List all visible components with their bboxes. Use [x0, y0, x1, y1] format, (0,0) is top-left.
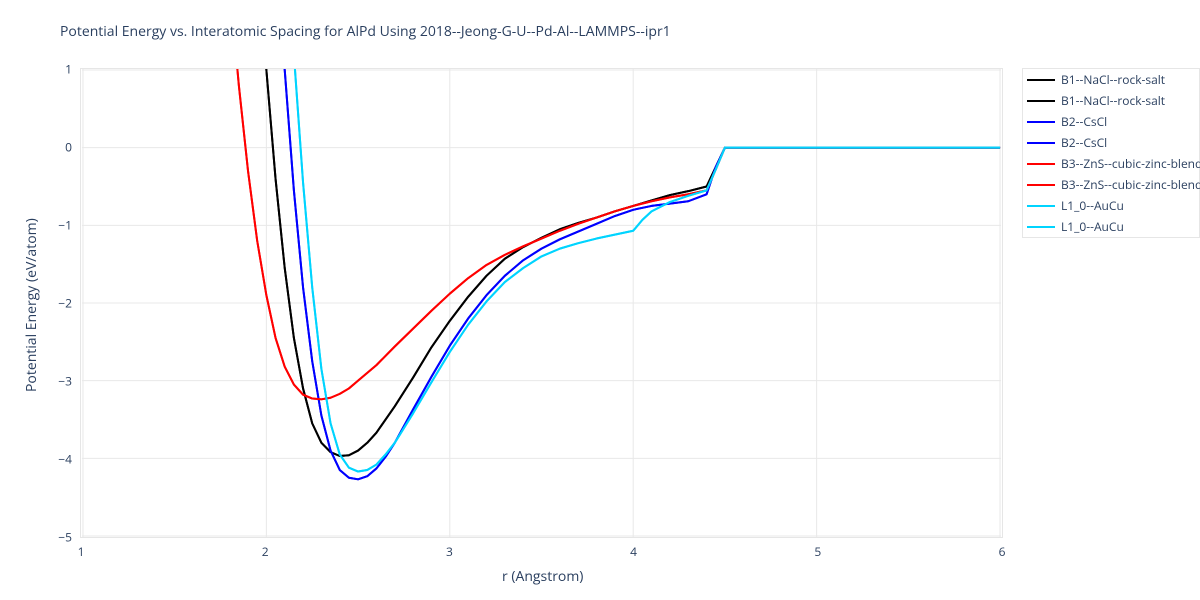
- x-tick: 3: [446, 543, 453, 560]
- legend-item[interactable]: B3--ZnS--cubic-zinc-blende: [1023, 174, 1199, 195]
- legend-item[interactable]: L1_0--AuCu: [1023, 216, 1199, 237]
- legend-swatch: [1027, 100, 1055, 102]
- legend-item[interactable]: B2--CsCl: [1023, 111, 1199, 132]
- legend-label: B1--NaCl--rock-salt: [1061, 92, 1165, 109]
- series-line-2[interactable]: [248, 0, 1000, 479]
- series-line-7[interactable]: [257, 0, 1000, 472]
- legend-label: B3--ZnS--cubic-zinc-blende: [1061, 176, 1200, 193]
- x-tick: 6: [999, 543, 1006, 560]
- legend-label: B2--CsCl: [1061, 113, 1107, 130]
- series-line-5[interactable]: [193, 0, 1000, 399]
- legend-item[interactable]: B3--ZnS--cubic-zinc-blende: [1023, 153, 1199, 174]
- legend-swatch: [1027, 226, 1055, 228]
- legend-item[interactable]: B1--NaCl--rock-salt: [1023, 90, 1199, 111]
- x-axis-label: r (Angstrom): [502, 567, 583, 586]
- x-tick: 4: [630, 543, 637, 560]
- legend-swatch: [1027, 184, 1055, 186]
- legend-swatch: [1027, 163, 1055, 165]
- legend-label: B2--CsCl: [1061, 134, 1107, 151]
- x-tick: 2: [262, 543, 269, 560]
- legend-item[interactable]: B1--NaCl--rock-salt: [1023, 69, 1199, 90]
- y-tick: 0: [65, 139, 72, 156]
- y-tick: −3: [58, 373, 72, 390]
- legend-label: L1_0--AuCu: [1061, 197, 1124, 214]
- legend-item[interactable]: B2--CsCl: [1023, 132, 1199, 153]
- legend-label: B3--ZnS--cubic-zinc-blende: [1061, 155, 1200, 172]
- y-tick: −2: [58, 295, 72, 312]
- series-line-1[interactable]: [230, 0, 1000, 456]
- series-line-6[interactable]: [257, 0, 1000, 472]
- x-tick: 5: [814, 543, 821, 560]
- legend-swatch: [1027, 79, 1055, 81]
- chart-title: Potential Energy vs. Interatomic Spacing…: [60, 22, 671, 41]
- series-line-0[interactable]: [230, 0, 1000, 456]
- y-tick: 1: [65, 61, 72, 78]
- legend[interactable]: B1--NaCl--rock-salt B1--NaCl--rock-salt B2…: [1022, 68, 1200, 238]
- legend-swatch: [1027, 121, 1055, 123]
- legend-swatch: [1027, 142, 1055, 144]
- y-axis-label: Potential Energy (eV/atom): [22, 218, 41, 392]
- series-line-4[interactable]: [193, 0, 1000, 399]
- legend-swatch: [1027, 205, 1055, 207]
- x-tick: 1: [78, 543, 85, 560]
- legend-label: L1_0--AuCu: [1061, 218, 1124, 235]
- series-line-3[interactable]: [248, 0, 1000, 479]
- y-tick: −1: [58, 217, 72, 234]
- legend-item[interactable]: L1_0--AuCu: [1023, 195, 1199, 216]
- plot-area[interactable]: [80, 68, 1003, 538]
- legend-label: B1--NaCl--rock-salt: [1061, 71, 1165, 88]
- y-tick: −4: [58, 451, 72, 468]
- y-tick: −5: [58, 529, 72, 546]
